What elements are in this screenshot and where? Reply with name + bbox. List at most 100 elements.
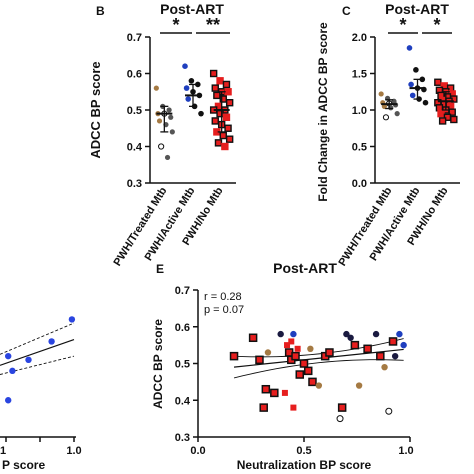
panel-d-x-tick-label: 1 bbox=[0, 445, 6, 457]
panel-e-point bbox=[355, 382, 363, 389]
panel-e-point bbox=[388, 337, 398, 346]
panel-c-y-tick-label: 1.0 bbox=[352, 105, 367, 117]
panel-e-point bbox=[347, 334, 354, 341]
panel-b-point bbox=[211, 84, 219, 92]
panel-e-point bbox=[288, 338, 295, 345]
panel-e-point bbox=[255, 355, 264, 365]
panel-c-point bbox=[437, 109, 445, 118]
panel-e-regression-line bbox=[233, 348, 404, 368]
panel-e-point bbox=[277, 330, 284, 338]
panel-c-point bbox=[378, 91, 384, 97]
panel-b-point bbox=[169, 129, 175, 135]
panel-e-point bbox=[281, 389, 288, 396]
panel-e-point bbox=[248, 333, 258, 343]
panel-c-significance: * * bbox=[388, 15, 452, 35]
panel-b-y-ticks: 0.3 0.4 0.5 0.6 0.7 bbox=[127, 32, 150, 190]
panel-b-point bbox=[213, 91, 221, 100]
panel-e-point bbox=[372, 330, 380, 338]
panel-b-point bbox=[222, 80, 231, 89]
panel-b-point bbox=[224, 88, 232, 96]
panel-e-point bbox=[264, 349, 272, 356]
panel-b-point bbox=[198, 110, 204, 117]
panel-e: E Post-ART r = 0.28 p = 0.07 ADCC BP sco… bbox=[151, 260, 414, 472]
panel-b-category-label: PWH/Active Mtb bbox=[143, 185, 198, 263]
panel-e-point bbox=[299, 359, 309, 368]
panel-d-x-tick-label: 1.0 bbox=[66, 445, 81, 457]
panel-c-point bbox=[450, 115, 458, 124]
panel-e-point bbox=[376, 351, 385, 361]
panel-e-y-tick-label: 0.7 bbox=[175, 285, 190, 297]
panel-e-p-annotation: p = 0.07 bbox=[204, 304, 244, 316]
panel-e-point bbox=[284, 342, 291, 349]
panel-d-regression-line bbox=[0, 339, 75, 366]
panel-b-point bbox=[185, 96, 191, 102]
panel-d-partial: 1 1.0 P score bbox=[0, 316, 82, 472]
panel-b-point bbox=[225, 135, 234, 143]
panel-c-categories: PWH/Treated Mtb PWH/Active Mtb PWH/No Mt… bbox=[336, 185, 450, 268]
panel-e-point bbox=[307, 345, 314, 352]
panel-c-y-tick-label: 0.0 bbox=[352, 178, 367, 190]
panel-b-point bbox=[211, 117, 219, 125]
panel-c-point bbox=[406, 45, 413, 51]
panel-e-point bbox=[270, 388, 279, 398]
panel-b-point bbox=[225, 98, 234, 107]
panel-b-point bbox=[156, 118, 163, 124]
panel-c-category-label: PWH/Active Mtb bbox=[368, 185, 423, 263]
panel-b-point bbox=[219, 131, 227, 140]
panel-e-x-tick-label: 0.5 bbox=[296, 445, 311, 457]
panel-c-title: Post-ART bbox=[385, 1, 449, 17]
panel-e-letter: E bbox=[156, 262, 164, 276]
panel-e-point bbox=[294, 345, 301, 352]
panel-e-point bbox=[308, 377, 317, 387]
panel-e-xlabel: Neutralization BP score bbox=[237, 458, 372, 472]
panel-e-point bbox=[350, 340, 360, 350]
panel-b-point bbox=[164, 154, 171, 161]
panel-b-point bbox=[168, 114, 174, 120]
panel-c-sig-label: * bbox=[433, 15, 440, 35]
panel-d-confidence-upper bbox=[0, 322, 75, 355]
panel-e-y-tick-label: 0.5 bbox=[175, 359, 190, 371]
panel-b-point bbox=[222, 113, 231, 122]
panel-b-ylabel: ADCC BP score bbox=[88, 61, 103, 158]
panel-e-point bbox=[400, 341, 407, 349]
panel-d-point bbox=[68, 316, 76, 323]
panel-b-significance: * ** bbox=[160, 15, 230, 35]
panel-b-point bbox=[195, 81, 201, 88]
panel-b-point bbox=[216, 77, 224, 85]
panel-c-point bbox=[422, 99, 429, 106]
panel-c-y-tick-label: 0.5 bbox=[352, 142, 367, 154]
panel-b: B Post-ART ADCC BP score 0.3 0.4 0.5 0.6… bbox=[88, 1, 236, 268]
panel-b-point bbox=[188, 78, 195, 84]
panel-d-point bbox=[48, 338, 55, 345]
panel-c-point bbox=[413, 67, 419, 73]
panel-e-point bbox=[291, 351, 300, 361]
panel-c-point bbox=[435, 104, 444, 112]
panel-e-ylabel: ADCC BP score bbox=[151, 319, 165, 409]
panel-e-r-annotation: r = 0.28 bbox=[204, 291, 242, 303]
panel-b-point bbox=[166, 107, 172, 113]
panel-e-point bbox=[295, 370, 305, 379]
panel-b-point bbox=[224, 124, 232, 132]
panel-d-point bbox=[25, 356, 32, 364]
panel-e-y-tick-label: 0.6 bbox=[175, 322, 190, 334]
panel-e-y-ticks: 0.3 0.4 0.5 0.6 0.7 bbox=[175, 285, 198, 444]
panel-b-y-tick-label: 0.6 bbox=[127, 69, 142, 81]
panel-e-x-tick-label: 0.0 bbox=[190, 445, 205, 457]
panel-d-marks bbox=[0, 316, 76, 404]
panel-e-point bbox=[336, 415, 344, 423]
panel-c-y-tick-label: 2.0 bbox=[352, 32, 367, 44]
panel-c-point bbox=[382, 114, 390, 121]
panel-e-point bbox=[391, 352, 399, 360]
panel-d-point bbox=[9, 367, 16, 375]
panel-e-point bbox=[337, 403, 347, 412]
panel-c-point bbox=[448, 108, 456, 116]
panel-c-marks bbox=[378, 45, 458, 125]
panel-b-point bbox=[221, 142, 229, 151]
panel-e-x-ticks: 0.0 0.5 1.0 bbox=[190, 437, 414, 457]
panel-c-ylabel: Fold Change in ADCC BP score bbox=[316, 22, 330, 202]
panel-e-title: Post-ART bbox=[273, 260, 337, 276]
panel-c-y-ticks: 0.0 0.5 1.0 1.5 2.0 bbox=[352, 32, 375, 190]
panel-b-letter: B bbox=[96, 4, 105, 18]
panel-c-point bbox=[408, 81, 414, 88]
panel-c-point bbox=[394, 111, 400, 117]
